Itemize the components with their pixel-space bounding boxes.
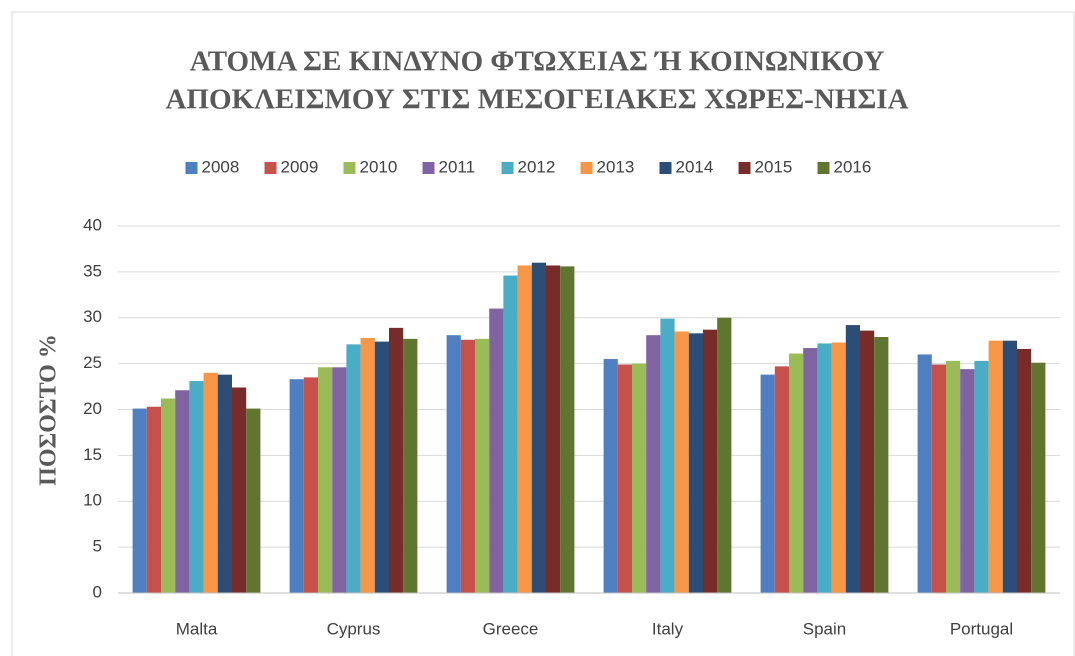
- bar: [217, 374, 232, 593]
- legend-label: 2016: [834, 157, 872, 176]
- x-tick-label: Malta: [176, 619, 218, 638]
- bar: [603, 359, 618, 593]
- bar: [789, 353, 804, 593]
- legend-label: 2012: [518, 157, 556, 176]
- bar: [874, 337, 889, 593]
- bar: [303, 377, 318, 593]
- bar: [688, 333, 703, 593]
- x-tick-label: Italy: [652, 619, 684, 638]
- legend-swatch: [580, 162, 593, 174]
- bar: [831, 342, 846, 593]
- y-tick-label: 35: [83, 261, 102, 280]
- bar: [1017, 348, 1032, 593]
- legend-swatch: [817, 162, 830, 174]
- bar: [403, 338, 418, 593]
- x-tick-label: Greece: [483, 619, 539, 638]
- x-tick-label: Cyprus: [327, 619, 381, 638]
- bar: [703, 329, 718, 593]
- bar: [374, 341, 389, 593]
- bar: [946, 360, 961, 593]
- bar: [232, 387, 247, 593]
- chart-title: ΑΤΟΜΑ ΣΕ ΚΙΝΔΥΝΟ ΦΤΩΧΕΙΑΣ Ή ΚΟΙΝΩΝΙΚΟΥ: [190, 46, 885, 78]
- legend-label: 2009: [281, 157, 319, 176]
- y-tick-label: 10: [83, 491, 102, 510]
- bar: [803, 348, 818, 593]
- y-tick-label: 40: [83, 215, 102, 234]
- bar: [617, 364, 632, 593]
- x-tick-label: Spain: [803, 619, 846, 638]
- bar: [132, 408, 147, 593]
- y-axis-label: ΠΟΣΟΣΤΟ %: [36, 334, 62, 486]
- y-tick-label: 25: [83, 353, 102, 372]
- bar: [817, 343, 832, 593]
- legend-swatch: [422, 162, 435, 174]
- bar: [917, 354, 932, 593]
- bar: [931, 364, 946, 593]
- bar: [389, 327, 404, 593]
- bar: [717, 317, 732, 593]
- legend-label: 2011: [439, 157, 476, 176]
- y-tick-label: 20: [83, 399, 102, 418]
- legend-label: 2010: [360, 157, 398, 176]
- y-tick-label: 30: [83, 307, 102, 326]
- bar: [988, 340, 1003, 593]
- legend-swatch: [185, 162, 198, 174]
- bar: [503, 275, 518, 593]
- legend-label: 2008: [202, 157, 240, 176]
- bar: [189, 381, 204, 593]
- bar: [546, 265, 561, 593]
- bar: [161, 398, 176, 593]
- bar: [646, 335, 661, 593]
- legend-swatch: [738, 162, 751, 174]
- bar: [489, 308, 504, 593]
- x-tick-label: Portugal: [950, 619, 1013, 638]
- bar: [360, 337, 375, 593]
- bar: [246, 408, 261, 593]
- bar: [446, 335, 461, 593]
- bar: [531, 262, 546, 593]
- bar: [346, 344, 361, 593]
- legend-label: 2015: [755, 157, 793, 176]
- bar: [1031, 362, 1046, 593]
- chart-title: ΑΠΟΚΛΕΙΣΜΟΥ ΣΤΙΣ ΜΕΣΟΓΕΙΑΚΕΣ ΧΩΡΕΣ-ΝΗΣΙΑ: [165, 84, 908, 116]
- bar: [475, 338, 490, 593]
- bar: [203, 372, 218, 593]
- bar: [845, 325, 860, 593]
- bar: [460, 339, 475, 593]
- legend-swatch: [343, 162, 356, 174]
- legend-swatch: [264, 162, 277, 174]
- legend-label: 2013: [597, 157, 635, 176]
- y-tick-label: 5: [93, 537, 102, 556]
- y-tick-label: 15: [83, 445, 102, 464]
- y-tick-label: 0: [93, 582, 102, 601]
- bar: [517, 265, 532, 593]
- bar: [175, 390, 190, 593]
- bar: [774, 366, 789, 593]
- bar: [660, 318, 675, 593]
- legend-swatch: [659, 162, 672, 174]
- bar: [860, 330, 875, 593]
- bar: [289, 379, 304, 593]
- bar: [974, 360, 989, 593]
- bar: [318, 367, 333, 593]
- chart-border: [11, 11, 1075, 656]
- bar: [760, 374, 775, 593]
- bar: [146, 406, 161, 593]
- bar: [1002, 340, 1017, 593]
- bar: [674, 331, 689, 593]
- bar: [960, 369, 975, 593]
- legend-swatch: [501, 162, 514, 174]
- bar: [560, 266, 575, 593]
- legend-label: 2014: [676, 157, 714, 176]
- bar: [332, 367, 347, 593]
- bar: [632, 363, 647, 593]
